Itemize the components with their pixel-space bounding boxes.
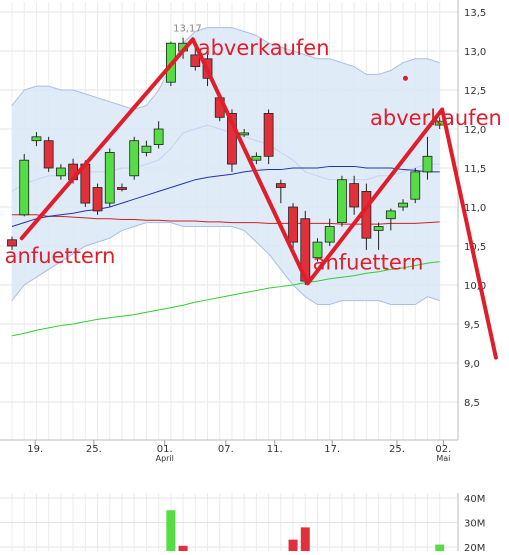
sma-green-line bbox=[11, 261, 440, 337]
x-tick-label: 25. bbox=[86, 444, 102, 455]
volume-bar bbox=[300, 527, 310, 551]
y-tick-label: 9,0 bbox=[464, 359, 480, 370]
high-value-label: 13,17 bbox=[173, 24, 202, 35]
volume-bar bbox=[166, 510, 176, 551]
y-tick-label: 13,5 bbox=[464, 8, 486, 19]
candle-body bbox=[117, 187, 127, 190]
candle-body bbox=[373, 226, 384, 231]
candle-body bbox=[7, 239, 17, 247]
candle-body bbox=[385, 210, 396, 220]
volume-bar bbox=[288, 539, 298, 551]
candle-body bbox=[19, 159, 30, 216]
candle-body bbox=[92, 187, 103, 212]
annotation-label: abverkaufen bbox=[370, 106, 502, 130]
candle-body bbox=[324, 226, 335, 243]
candle-body bbox=[312, 241, 323, 259]
bollinger-upper-line bbox=[11, 27, 440, 111]
x-tick-label: 01. bbox=[157, 444, 173, 455]
candle-body bbox=[43, 140, 54, 169]
candle-body bbox=[337, 179, 347, 223]
x-tick-label: 19. bbox=[27, 444, 43, 455]
candle-body bbox=[141, 145, 152, 153]
candle-body bbox=[398, 202, 408, 208]
volume-tick-label: 20M bbox=[464, 543, 485, 551]
candle-body bbox=[129, 140, 140, 177]
y-tick-label: 11,0 bbox=[464, 203, 486, 214]
trend-annotation-line bbox=[19, 37, 498, 360]
candle-body bbox=[55, 167, 66, 177]
candle-body bbox=[31, 136, 42, 142]
candle-body bbox=[190, 54, 201, 68]
y-tick-label: 11,5 bbox=[464, 164, 486, 175]
x-tick-label: 07. bbox=[218, 444, 234, 455]
candle-body bbox=[349, 183, 360, 208]
candle-body bbox=[263, 113, 274, 157]
volume-tick-label: 40M bbox=[464, 494, 485, 505]
candle-body bbox=[239, 132, 250, 136]
x-tick-label: 17. bbox=[324, 444, 340, 455]
y-tick-label: 10,0 bbox=[464, 281, 486, 292]
month-label: Mai bbox=[436, 454, 450, 463]
y-tick-label: 10,5 bbox=[464, 242, 486, 253]
y-tick-label: 12,5 bbox=[464, 86, 486, 97]
y-tick-label: 8,5 bbox=[464, 398, 480, 409]
volume-tick-label: 30M bbox=[464, 519, 485, 530]
candle-body bbox=[410, 171, 421, 200]
candle-body bbox=[227, 113, 237, 165]
sma-blue-line bbox=[11, 165, 440, 227]
x-tick-label: 25. bbox=[389, 444, 405, 455]
candles-group bbox=[7, 37, 445, 285]
annotation-label: abverkaufen bbox=[198, 36, 330, 60]
volume-bar bbox=[178, 545, 188, 551]
volume-bar bbox=[435, 544, 445, 551]
x-tick-label: 02. bbox=[435, 444, 451, 455]
candle-body bbox=[275, 183, 286, 188]
month-label: April bbox=[156, 454, 174, 463]
annotation-label: anfuettern bbox=[5, 244, 116, 268]
y-tick-label: 9,5 bbox=[464, 320, 480, 331]
candle-body bbox=[153, 128, 164, 145]
candle-body bbox=[422, 155, 433, 173]
candle-body bbox=[288, 206, 298, 243]
annotation-dot bbox=[402, 75, 408, 81]
bollinger-lower-line bbox=[11, 222, 440, 305]
x-tick-label: 11. bbox=[267, 444, 283, 455]
candle-body bbox=[104, 151, 115, 204]
annotation-label: anfuettern bbox=[313, 250, 424, 274]
y-tick-label: 13,0 bbox=[464, 47, 486, 58]
y-tick-label: 12,0 bbox=[464, 125, 486, 136]
candle-body bbox=[251, 155, 262, 161]
